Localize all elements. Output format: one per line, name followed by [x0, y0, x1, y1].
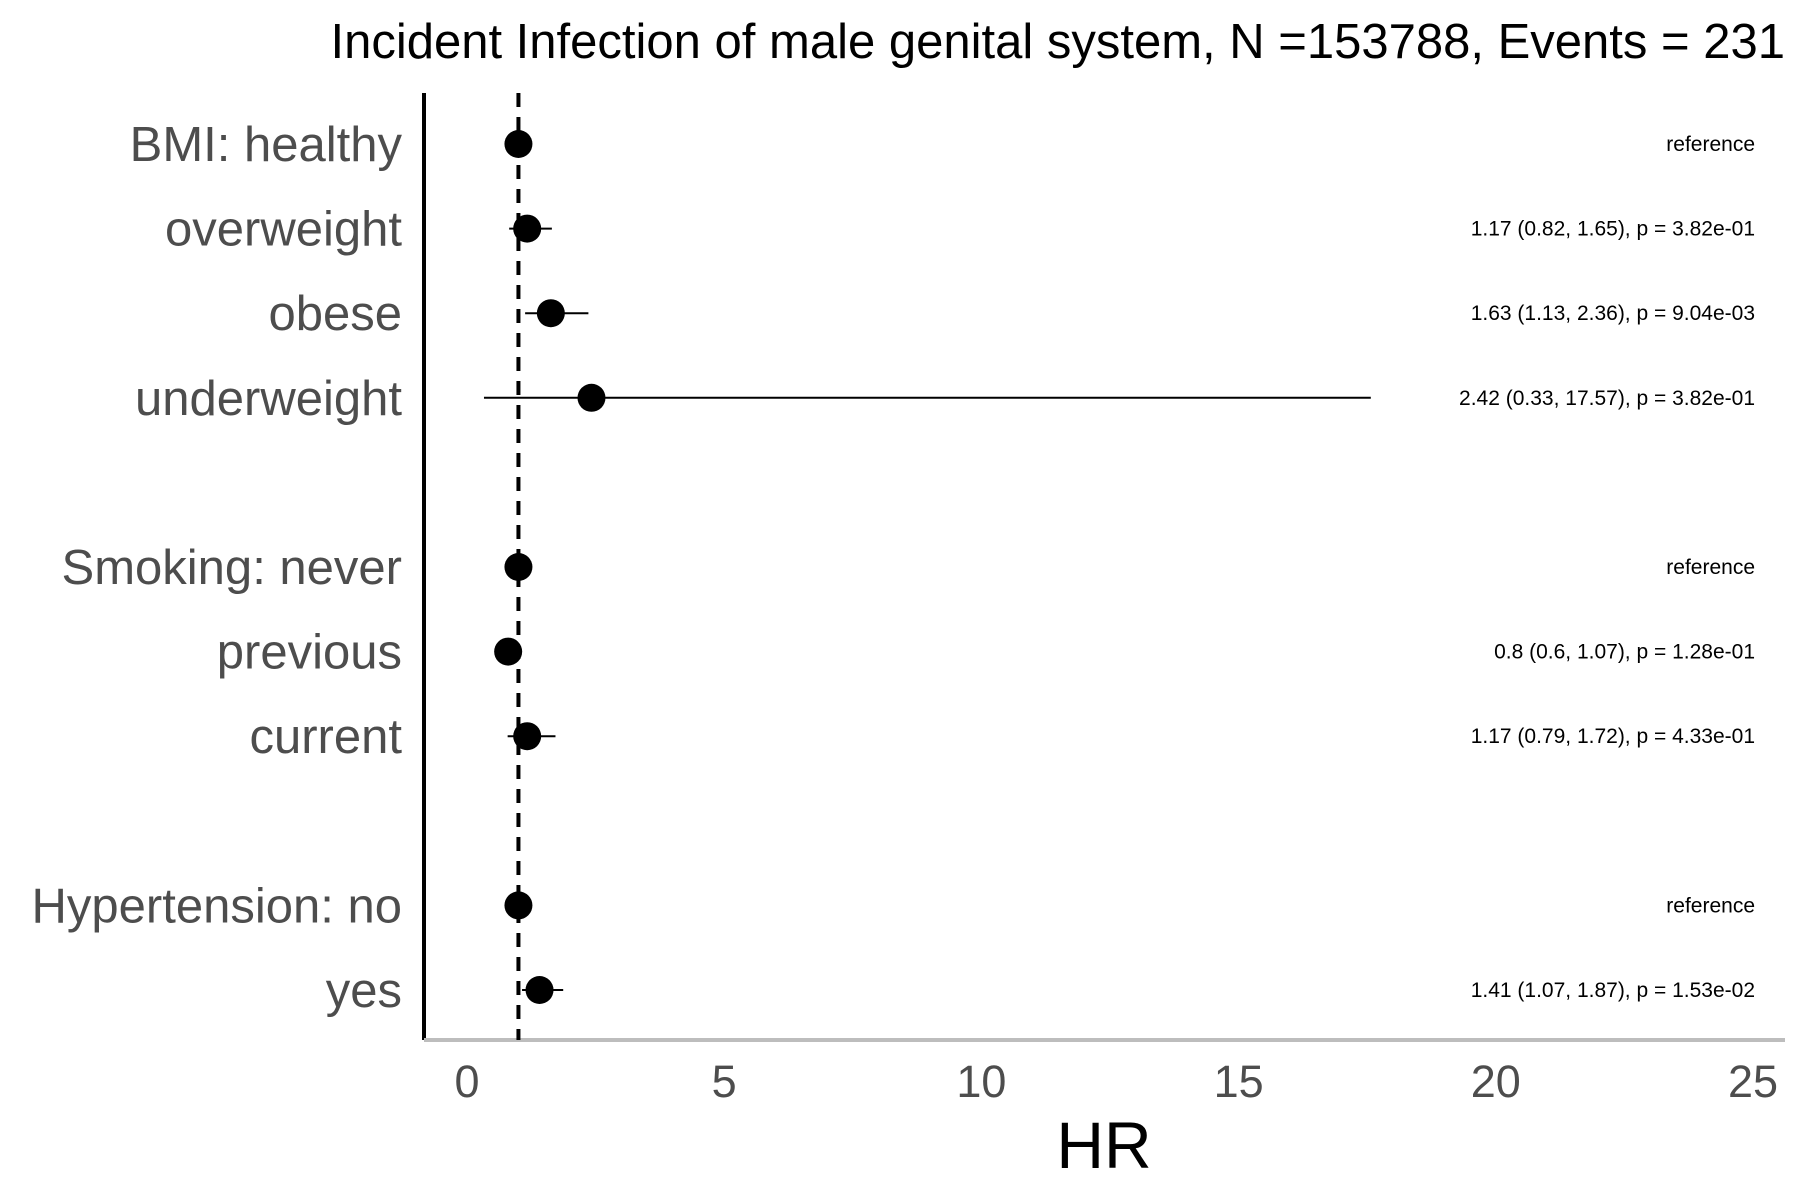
row-label: Hypertension: no	[32, 879, 402, 933]
x-tick-labels: 0 5 10 15 20 25	[454, 1056, 1778, 1107]
row-annotation: reference	[1666, 894, 1755, 917]
hr-point	[494, 637, 523, 666]
hr-point	[525, 976, 554, 1004]
forest-row: BMI: healthy reference	[130, 118, 1755, 172]
row-label: Smoking: never	[62, 541, 402, 595]
x-tick-label: 10	[956, 1056, 1006, 1107]
row-annotation: 1.17 (0.79, 1.72), p = 4.33e-01	[1471, 725, 1755, 748]
forest-row: previous 0.8 (0.6, 1.07), p = 1.28e-01	[217, 626, 1755, 680]
hr-point	[536, 299, 565, 328]
x-tick-label: 15	[1214, 1056, 1264, 1107]
hr-point	[504, 891, 533, 920]
x-tick-label: 0	[454, 1056, 479, 1107]
row-label: previous	[217, 626, 402, 680]
forest-row: obese 1.63 (1.13, 2.36), p = 9.04e-03	[268, 287, 1755, 341]
row-annotation: 1.41 (1.07, 1.87), p = 1.53e-02	[1471, 979, 1755, 1002]
row-annotation: reference	[1666, 556, 1755, 579]
forest-row: underweight 2.42 (0.33, 17.57), p = 3.82e…	[135, 372, 1755, 426]
x-tick-label: 20	[1471, 1056, 1521, 1107]
row-annotation: 0.8 (0.6, 1.07), p = 1.28e-01	[1494, 641, 1755, 664]
hr-point	[513, 214, 542, 243]
row-label: underweight	[135, 372, 402, 426]
x-tick-label: 25	[1728, 1056, 1778, 1107]
forest-row: yes 1.41 (1.07, 1.87), p = 1.53e-02	[326, 964, 1755, 1018]
hr-point	[513, 722, 542, 751]
row-annotation: 1.17 (0.82, 1.65), p = 3.82e-01	[1471, 218, 1755, 241]
chart-title: Incident Infection of male genital syste…	[330, 15, 1785, 69]
row-label: yes	[326, 964, 402, 1018]
row-annotation: reference	[1666, 133, 1755, 156]
forest-rows: BMI: healthy reference overweight 1.17 (0.8…	[32, 118, 1755, 1018]
row-annotation: 2.42 (0.33, 17.57), p = 3.82e-01	[1459, 387, 1755, 410]
row-label: obese	[268, 287, 402, 341]
forest-row: current 1.17 (0.79, 1.72), p = 4.33e-01	[249, 710, 1755, 764]
x-tick-label: 5	[712, 1056, 737, 1107]
forest-row: Hypertension: no reference	[32, 879, 1755, 933]
hr-point	[504, 130, 533, 158]
x-axis-title: HR	[1056, 1108, 1151, 1182]
hr-point	[504, 553, 533, 581]
row-label: current	[249, 710, 402, 764]
row-annotation: 1.63 (1.13, 2.36), p = 9.04e-03	[1471, 302, 1755, 325]
row-label: BMI: healthy	[130, 118, 403, 172]
row-label: overweight	[165, 203, 402, 257]
forest-row: Smoking: never reference	[62, 541, 1755, 595]
forest-row: overweight 1.17 (0.82, 1.65), p = 3.82e-0…	[165, 203, 1755, 257]
hr-point	[577, 383, 606, 412]
